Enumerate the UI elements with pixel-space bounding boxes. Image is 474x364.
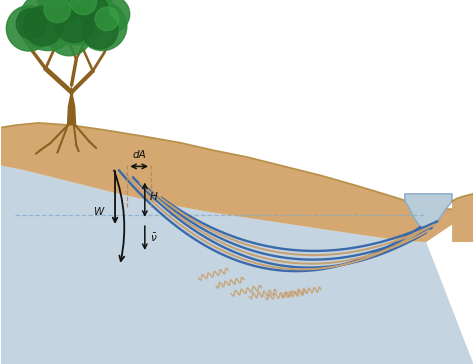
Circle shape	[6, 6, 52, 51]
Text: $\bar{\nu}$: $\bar{\nu}$	[149, 232, 157, 244]
Polygon shape	[0, 166, 474, 364]
Circle shape	[78, 1, 127, 51]
Circle shape	[46, 0, 107, 45]
Text: W: W	[94, 207, 105, 217]
Circle shape	[70, 0, 97, 15]
Circle shape	[46, 0, 79, 24]
Circle shape	[16, 8, 46, 39]
Circle shape	[69, 0, 112, 24]
Circle shape	[23, 6, 63, 46]
Circle shape	[44, 0, 71, 23]
Polygon shape	[0, 123, 474, 242]
Circle shape	[94, 0, 130, 32]
Circle shape	[46, 11, 92, 56]
Circle shape	[55, 5, 93, 43]
Polygon shape	[67, 85, 76, 125]
Polygon shape	[0, 166, 474, 364]
Circle shape	[82, 13, 118, 49]
Circle shape	[18, 0, 77, 51]
Circle shape	[37, 0, 77, 20]
Text: H: H	[149, 192, 157, 202]
Text: dA: dA	[132, 150, 146, 160]
Polygon shape	[452, 194, 474, 242]
Polygon shape	[405, 194, 452, 233]
Circle shape	[95, 7, 119, 31]
Circle shape	[78, 0, 108, 25]
